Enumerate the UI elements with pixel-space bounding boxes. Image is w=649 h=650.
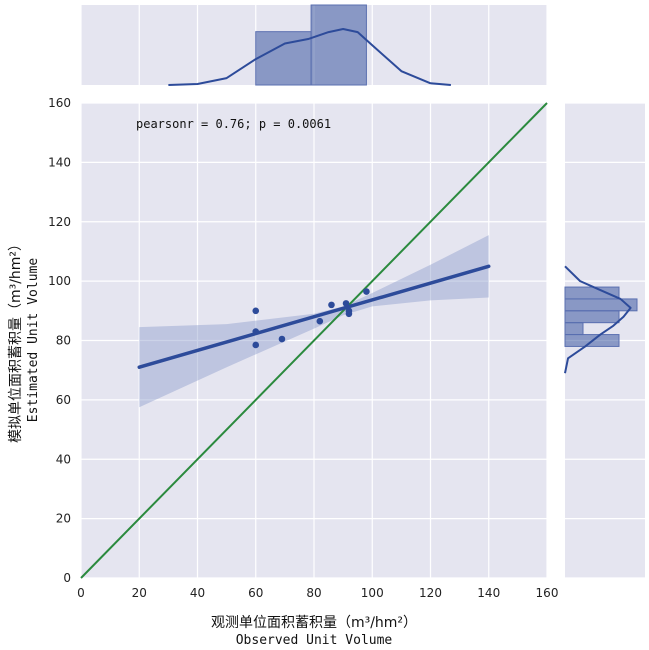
- data-point: [316, 317, 324, 325]
- x-tick-label: 100: [361, 586, 384, 600]
- x-histogram-bar: [310, 4, 367, 86]
- y-tick-label: 60: [56, 393, 71, 407]
- y-tick-label: 40: [56, 452, 71, 466]
- x-tick-label: 80: [306, 586, 321, 600]
- data-point: [328, 301, 335, 309]
- y-tick-label: 100: [48, 274, 71, 288]
- x-tick-label: 160: [536, 586, 559, 600]
- x-tick-label: 20: [132, 586, 147, 600]
- y-tick-labels: 0 20 40 60 80 100 120 140 160: [48, 96, 71, 585]
- x-marginal-histogram: [168, 4, 451, 86]
- data-point: [252, 307, 260, 315]
- y-histogram-bar: [564, 322, 584, 336]
- pearson-annotation: pearsonr = 0.76; p = 0.0061: [136, 117, 331, 131]
- scatter-layer: [80, 102, 548, 579]
- data-point: [345, 310, 353, 318]
- x-tick-label: 40: [190, 586, 205, 600]
- x-tick-label: 60: [248, 586, 263, 600]
- x-tick-labels: 0 20 40 60 80 100 120 140 160: [77, 586, 558, 600]
- x-tick-label: 140: [477, 586, 500, 600]
- y-tick-label: 20: [56, 512, 71, 526]
- x-kde-curve: [168, 28, 451, 86]
- x-axis-label-en: Observed Unit Volume: [236, 633, 393, 648]
- data-point: [252, 328, 260, 335]
- y-histogram-bar: [564, 310, 620, 324]
- y-histogram-bar: [564, 286, 620, 300]
- x-tick-label: 0: [77, 586, 85, 600]
- confidence-band: [139, 235, 489, 408]
- x-tick-label: 120: [419, 586, 442, 600]
- regression-line: [137, 264, 491, 369]
- y-tick-label: 140: [48, 155, 71, 169]
- y-axis-label-cn: 模拟单位面积蓄积量（m³/hm²）: [8, 237, 24, 443]
- y-marginal-grid: [565, 102, 645, 579]
- y-axis-label-en: Estimated Unit Volume: [26, 258, 41, 423]
- identity-line: [80, 102, 548, 579]
- data-point: [342, 300, 350, 307]
- data-point: [363, 288, 370, 295]
- data-point: [278, 335, 286, 343]
- y-tick-label: 0: [63, 571, 71, 585]
- data-point: [252, 341, 260, 349]
- x-axis-label-cn: 观测单位面积蓄积量（m³/hm²）: [211, 615, 417, 631]
- y-kde-curve: [564, 265, 632, 374]
- y-tick-label: 120: [48, 215, 71, 229]
- y-tick-label: 160: [48, 96, 71, 110]
- y-tick-label: 80: [56, 334, 71, 348]
- y-marginal-histogram: [564, 265, 638, 374]
